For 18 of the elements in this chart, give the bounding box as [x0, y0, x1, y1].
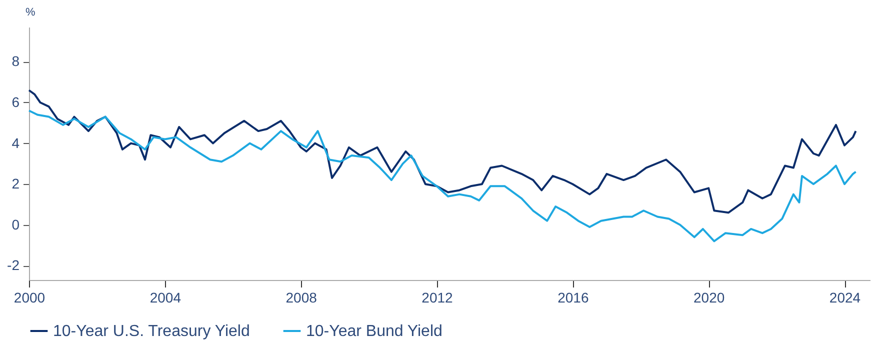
line-series — [28, 89, 857, 214]
legend-label: 10-Year Bund Yield — [306, 323, 442, 340]
y-tick-label: -2 — [7, 257, 20, 274]
x-tick-label: 2000 — [14, 290, 46, 306]
x-tick-label: 2016 — [558, 290, 589, 306]
x-tick-label: 2008 — [286, 290, 318, 306]
x-tick-label: 2004 — [150, 290, 182, 306]
line-series — [28, 110, 857, 242]
x-tick-label: 2012 — [422, 290, 454, 306]
y-tick-label: 2 — [12, 176, 20, 192]
y-tick-label: 0 — [12, 216, 20, 232]
y-tick-label: 6 — [12, 94, 20, 110]
x-tick-label: 2020 — [694, 290, 725, 306]
legend-label: 10-Year U.S. Treasury Yield — [53, 323, 250, 340]
y-axis-title: % — [26, 6, 36, 18]
y-tick-label: 8 — [12, 53, 20, 70]
x-tick-label: 2024 — [829, 290, 861, 306]
y-tick-label: 4 — [12, 134, 20, 151]
